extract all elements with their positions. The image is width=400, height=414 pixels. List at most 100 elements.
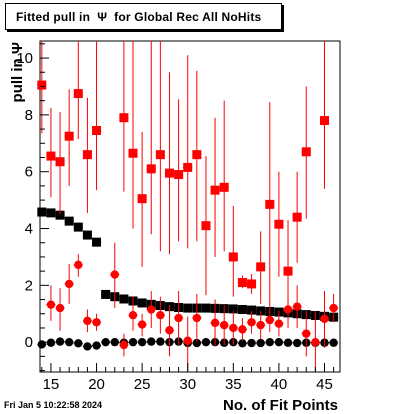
data-point-circle [46,300,56,309]
data-point-square [210,185,220,195]
data-point-circle [165,326,174,335]
data-point-square [46,208,56,218]
data-point-square [319,116,329,126]
data-point-square [137,298,147,308]
data-point-square [46,151,56,161]
data-point-circle [238,325,247,334]
data-point-circle [329,303,338,313]
data-point-square [247,305,257,315]
data-point-circle [64,279,74,289]
data-point-circle [192,338,202,348]
data-point-circle [219,320,229,330]
data-point-circle [147,305,156,314]
x-tick-label: 25 [134,376,151,393]
data-point-circle [37,340,47,349]
data-point-circle [183,336,192,345]
data-point-circle [292,338,302,348]
data-point-square [201,221,211,231]
x-tick-label: 45 [316,376,333,393]
data-point-square [146,164,156,174]
x-tick-label: 30 [179,376,196,393]
data-point-circle [74,339,83,348]
y-tick-label: 6 [25,164,33,181]
data-point-square [283,266,293,276]
data-point-circle [128,310,138,320]
data-point-circle [74,260,83,270]
data-point-circle [156,310,165,320]
data-point-square [37,80,47,90]
data-point-square [247,279,257,289]
series-2 [37,41,330,320]
data-point-circle [119,340,129,350]
data-point-square [164,168,174,178]
data-point-square [292,212,302,222]
data-point-square [73,222,83,232]
data-point-square [155,150,165,160]
plot-frame [39,40,341,373]
data-point-circle [302,329,311,338]
data-point-circle [201,337,211,347]
data-point-circle [92,318,101,327]
y-tick-label: 10 [16,50,33,67]
data-point-circle [265,337,274,347]
data-point-circle [101,337,110,347]
data-point-square [64,216,74,226]
data-point-circle [147,337,156,346]
data-point-square [82,150,92,160]
data-point-square [101,289,111,299]
data-point-square [256,262,266,272]
data-point-circle [55,303,65,313]
data-point-square [219,182,229,192]
y-axis-title: pull in Ψ [9,42,26,102]
data-point-square [82,230,92,240]
axes: 15 20 25 30 35 40 45 0 2 4 6 8 10 [16,43,335,393]
data-point-square [201,303,211,313]
data-point-circle [283,338,293,347]
y-tick-label: 8 [25,107,33,124]
y-tick-label: 4 [25,221,33,238]
data-point-circle [210,318,220,328]
data-point-square [119,294,129,304]
data-point-square [92,237,102,247]
data-point-circle [265,315,274,325]
data-point-circle [274,319,284,328]
data-point-square [128,148,138,158]
data-point-square [183,303,193,313]
data-point-circle [329,338,338,347]
data-point-square [174,170,184,180]
data-point-square [119,113,129,123]
data-point-circle [311,337,320,347]
data-point-circle [137,320,147,329]
y-tick-label: 2 [25,277,33,294]
data-point-square [73,89,83,99]
data-point-circle [238,339,247,348]
data-point-square [192,150,202,160]
y-tick-label: 0 [25,334,33,351]
data-point-circle [292,302,302,311]
data-point-circle [229,323,238,333]
x-tick-label: 15 [43,376,60,393]
data-point-square [183,162,193,172]
data-point-circle [247,338,256,348]
data-point-circle [274,337,284,347]
data-point-square [237,278,247,288]
data-point-square [265,199,275,209]
data-point-square [55,157,65,167]
data-point-square [228,252,238,262]
data-point-circle [92,341,101,350]
x-tick-label: 35 [225,376,242,393]
data-point-circle [174,313,183,323]
data-point-circle [156,337,165,346]
data-point-square [92,125,102,135]
data-point-circle [283,305,293,314]
data-point-square [37,207,47,217]
data-point-circle [247,318,256,327]
data-point-circle [192,313,202,323]
x-axis-title: No. of Fit Points [223,397,338,414]
chart-title: Fitted pull in Ψ for Global Rec All NoHi… [5,3,282,30]
data-point-square [137,194,147,204]
data-point-circle [110,270,119,279]
data-point-circle [55,337,65,346]
data-marks [37,41,339,372]
